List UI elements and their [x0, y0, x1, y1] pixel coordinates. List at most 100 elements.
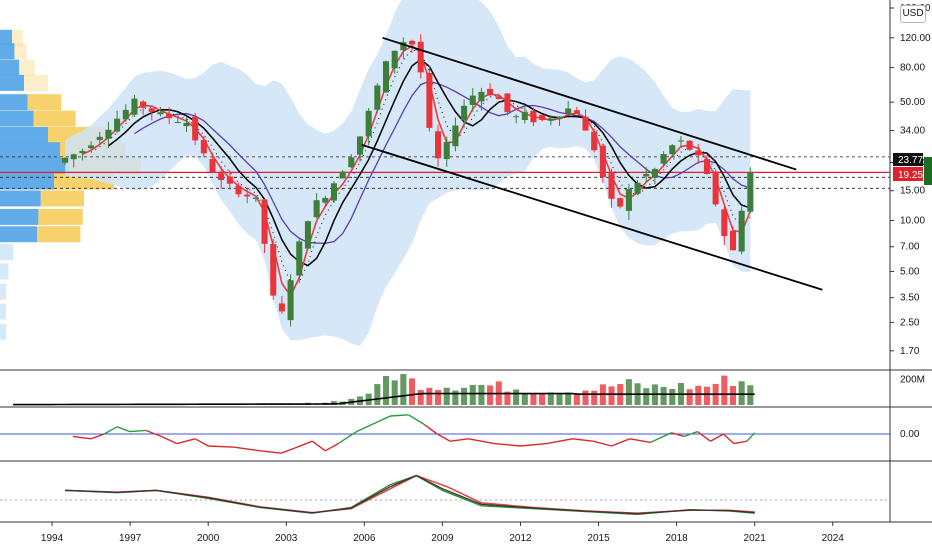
time-tick-label: 2009 — [431, 533, 454, 544]
volume-bar — [643, 388, 650, 405]
volume-bar — [504, 391, 511, 405]
candle-body — [114, 118, 121, 132]
panel-separators[interactable] — [0, 0, 932, 523]
oscillator-segment — [116, 426, 131, 433]
oscillator-segment — [324, 442, 339, 452]
lower-indicator-panel — [0, 474, 890, 516]
price-tick-label: 120.00 — [900, 33, 931, 44]
time-tick-label: 2006 — [353, 533, 376, 544]
candle-body — [348, 157, 355, 168]
candle-body — [192, 116, 199, 141]
channel-upper-line[interactable] — [382, 36, 797, 171]
candle-body — [426, 72, 433, 128]
volume-bar — [400, 374, 407, 405]
volume-bar — [608, 386, 615, 405]
oscillator-segment — [103, 426, 118, 435]
volume-bar — [452, 390, 459, 405]
oscillator-segment — [520, 442, 547, 447]
oscillator-segment — [722, 433, 735, 445]
trend-channel[interactable] — [361, 36, 823, 291]
candle-body — [218, 173, 225, 181]
channel-lower-line[interactable] — [361, 143, 823, 291]
oscillator-segment — [572, 438, 594, 442]
oscillator-segment — [733, 440, 747, 445]
candle-body — [478, 91, 485, 102]
candle-body — [729, 230, 737, 251]
oscillator-segment — [311, 440, 326, 452]
oscillator-panel — [0, 414, 890, 454]
volume-bar — [573, 394, 580, 405]
price-tick-label: 15.00 — [900, 186, 925, 197]
candle-body — [356, 136, 364, 155]
candle-body — [88, 145, 95, 149]
time-tick-label: 2003 — [275, 533, 298, 544]
oscillator-segment — [208, 445, 235, 448]
currency-button[interactable]: USD — [900, 5, 926, 23]
upper-price-badge — [893, 153, 923, 166]
volume-bar — [443, 387, 450, 405]
oscillator-segment — [90, 433, 105, 440]
price-tick-label: 3.50 — [900, 293, 920, 304]
candle-body — [582, 116, 589, 131]
candle-body — [513, 116, 520, 118]
volume-bar — [426, 387, 433, 405]
candle-body — [417, 41, 424, 73]
candle-body — [487, 88, 494, 95]
price-tick-label: 50.00 — [900, 97, 925, 108]
candle-body — [617, 198, 624, 207]
time-tick-label: 2015 — [587, 533, 610, 544]
oscillator-segment — [293, 440, 313, 450]
price-tick-label: 34.00 — [900, 126, 925, 137]
candle-body — [382, 61, 390, 93]
volume-bar — [461, 387, 468, 405]
oscillator-segment — [546, 438, 573, 445]
oscillator-segment — [176, 438, 196, 445]
candle-body — [573, 110, 580, 114]
oscillator-segment — [436, 433, 451, 442]
candle-body — [703, 159, 711, 174]
vp-bar-buy — [0, 110, 34, 127]
candle-body — [374, 85, 381, 110]
candle-body — [330, 183, 338, 201]
volume-bar — [391, 380, 398, 405]
candle-body — [452, 125, 459, 147]
candle-body — [70, 154, 77, 160]
time-tick-label: 2018 — [665, 533, 688, 544]
vp-bar-buy — [0, 142, 60, 159]
price-tick-label: 7.00 — [900, 242, 920, 253]
candle-body — [244, 194, 251, 197]
time-axis[interactable]: 1994 1997 2000 2003 2006 2009 2012 2015 2018 2021… — [41, 522, 844, 544]
vp-bar-buy — [0, 59, 20, 76]
vp-bar-buy — [0, 29, 12, 46]
candles — [62, 34, 754, 327]
candle-body — [591, 131, 598, 151]
candle-body — [209, 159, 216, 173]
candle-body — [469, 95, 476, 105]
volume-bar — [417, 390, 424, 405]
volume-bar — [747, 385, 754, 405]
candle-body — [235, 185, 242, 195]
oscillator-segment — [494, 442, 521, 447]
candle-body — [409, 40, 416, 45]
upper-price-label: 23.77 — [898, 155, 923, 166]
oscillator-segment — [371, 415, 391, 426]
vp-bar-buy — [0, 126, 48, 143]
volume-bar — [521, 392, 528, 405]
candle-body — [148, 108, 155, 112]
oscillator-segment — [72, 435, 92, 440]
vp-bar-buy — [0, 94, 28, 111]
candle-body — [547, 118, 554, 121]
price-badges: 23.77 19.25 — [893, 153, 932, 185]
price-tick-label: 1.70 — [900, 346, 920, 357]
oscillator-segment — [408, 414, 425, 425]
vp-bar-buy — [0, 303, 6, 320]
candle-body — [304, 221, 311, 249]
volume-bar — [374, 384, 381, 405]
vp-bar-sell — [12, 29, 23, 46]
vp-bar-sell — [33, 110, 76, 127]
candle-body — [313, 200, 320, 218]
candle-body — [322, 197, 329, 203]
candle-body — [530, 110, 537, 123]
candle-body — [695, 150, 702, 156]
